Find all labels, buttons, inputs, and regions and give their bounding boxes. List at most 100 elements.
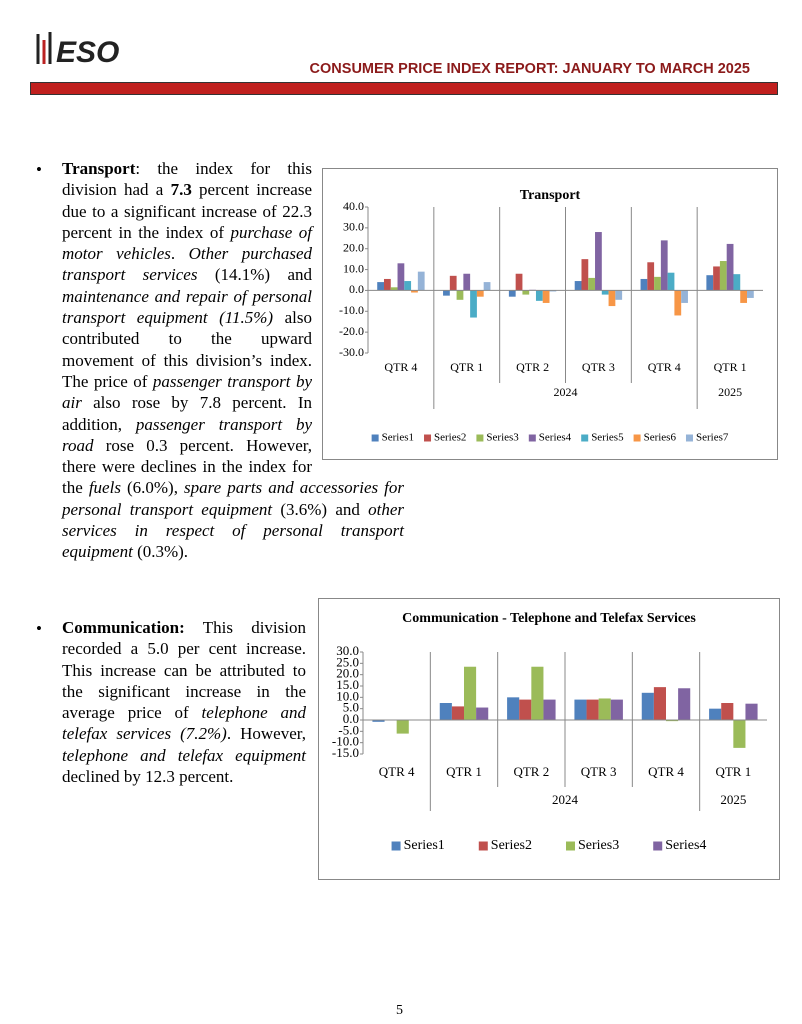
bar [709,708,722,720]
text-run: maintenance and repair of personal trans… [62,286,312,328]
legend-label: Series2 [434,432,466,444]
legend-label: Series5 [591,432,624,444]
text-run: spare parts and accessories for personal… [62,478,405,519]
y-tick-label: 40.0 [343,199,364,213]
bar [439,703,452,720]
bar [543,699,556,720]
bar [464,666,477,720]
legend-swatch [581,434,589,442]
page-number: 5 [396,1003,403,1018]
bar [667,272,675,291]
legend-swatch [653,841,663,851]
x-tick-label: QTR 1 [446,764,482,779]
x-tick-label: QTR 4 [384,360,417,374]
bar [666,720,679,722]
legend-label: Series4 [539,432,572,444]
text-run: (0.3%). [132,542,189,562]
bar [641,692,654,720]
bar [470,290,477,318]
bar [647,262,655,291]
bar [542,290,550,303]
bar [678,688,691,720]
text-run: (14.1%) and [197,265,312,285]
text-run: also rose by 7.8 percent. In addition, [62,393,312,434]
x-tick-label: QTR 1 [715,764,751,779]
x-tick-label: QTR 4 [648,764,684,779]
bar [531,666,544,720]
legend-label: Series2 [491,838,532,853]
y-tick-label: 10.0 [343,261,364,275]
bullet: • [36,160,42,179]
y-tick-label: 0.0 [349,282,364,296]
bar [595,232,602,291]
x-tick-label: QTR 2 [516,360,549,374]
chart: Transport 40.0 30.0 20.0 10.0 0.0 -10.0 -20.0 -3… [322,168,778,460]
text-run: (3.6%) and [272,499,369,519]
y-tick-label: 0.0 [343,711,359,726]
text-run: 7.3 [170,180,192,200]
bar [372,720,385,722]
bar [719,261,727,291]
text-run: . However, [226,724,306,744]
text-run: other services in respect of personal tr… [62,499,405,562]
bar [733,274,741,291]
bar [601,290,609,295]
legend-label: Series6 [644,432,677,444]
bar [721,703,734,720]
legend-swatch [424,434,432,442]
bar [476,290,484,297]
y-tick-label: 15.0 [336,677,359,692]
legend-swatch [566,841,575,851]
legend-label: Series3 [578,838,619,853]
legend-swatch [371,434,379,442]
bar [747,290,754,298]
bar [706,275,714,291]
paragraph: Communication: This division recorded a … [62,617,306,787]
y-tick-label: 20.0 [336,666,359,681]
legend-label: Series1 [382,432,414,444]
legend-label: Series4 [665,838,706,853]
x-tick-label: QTR 1 [714,360,747,374]
text-run: : the index for this division had a [62,159,312,200]
bar [397,263,405,291]
legend-label: Series3 [486,432,519,444]
group-label: 2024 [554,385,578,399]
bar [660,240,668,291]
text-run: telephone and telefax services (7.2%) [62,703,306,744]
bar [574,281,582,291]
chart: Communication - Telephone and Telefax Se… [318,598,780,880]
group-label: 2024 [552,792,579,807]
chart-title: Communication - Telephone and Telefax Se… [402,611,696,626]
bar [640,278,648,291]
text-run: passenger transport by road [62,414,313,455]
y-tick-label: 30.0 [343,220,364,234]
bar [740,290,748,303]
bar [610,699,623,720]
legend-swatch [391,841,401,851]
legend-swatch [633,434,641,442]
y-tick-label: -20.0 [339,324,364,338]
bar [581,259,589,291]
text-run: . [170,244,189,264]
bar [411,290,418,293]
paragraph: Transport: the index for this division h… [62,158,404,563]
bar [654,276,661,291]
logo: ESO [36,32,119,69]
bar [390,287,398,291]
y-tick-label: -15.0 [332,745,359,760]
text-run: (6.0%), [120,478,185,498]
y-tick-label: 10.0 [336,688,359,703]
y-tick-label: -10.0 [339,303,364,317]
bar [463,273,471,291]
bar [377,282,384,291]
text-run: passenger transport by air [62,371,312,413]
bar [588,277,596,291]
bar [443,290,450,296]
bar [404,281,412,291]
text-run: Transport [62,159,136,178]
report-title: CONSUMER PRICE INDEX REPORT: JANUARY TO … [309,61,750,77]
bar [713,266,720,291]
text-run: Communication: [62,618,185,637]
bar [519,699,532,720]
